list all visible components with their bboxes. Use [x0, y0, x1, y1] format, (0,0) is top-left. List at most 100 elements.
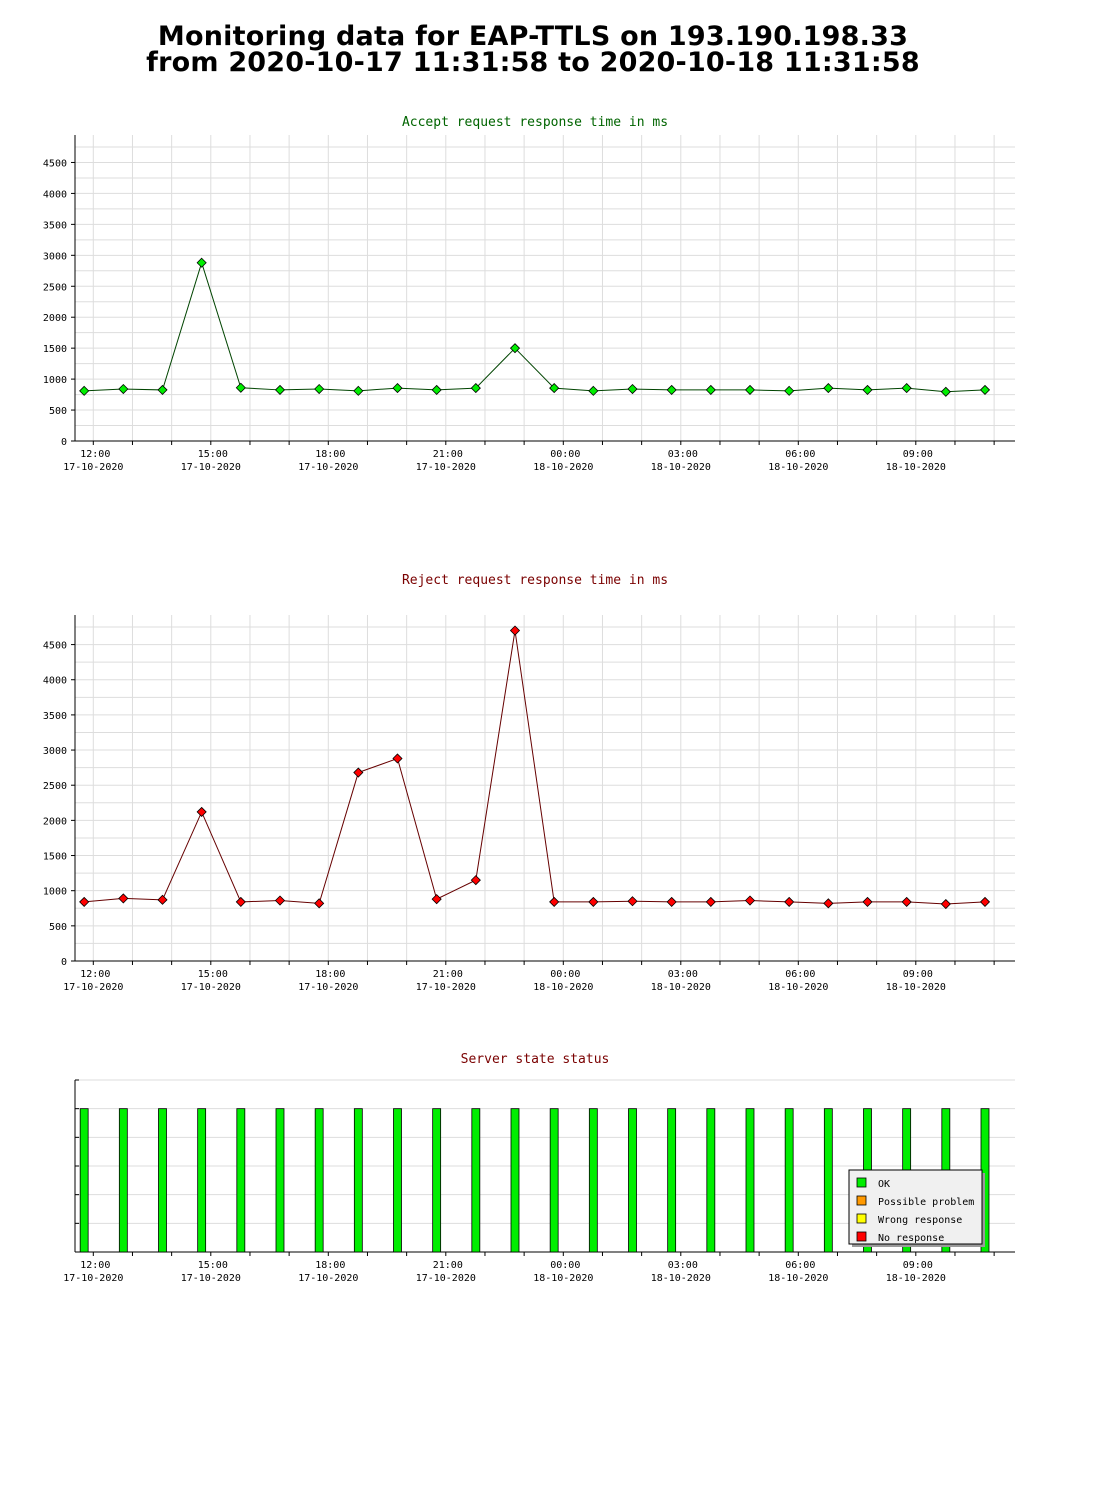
- accept-data-point: [627, 383, 638, 395]
- reject-y-tick-label: 1000: [43, 887, 67, 898]
- reject-y-tick-label: 2500: [43, 781, 67, 792]
- accept-data-point: [901, 383, 912, 394]
- reject-data-point: [901, 896, 912, 908]
- accept-data-point: [118, 383, 129, 395]
- accept-x-tick-time: 09:00: [903, 449, 933, 460]
- reject-x-tick-date: 18-10-2020: [533, 982, 593, 993]
- accept-y-tick-label: 0: [61, 437, 67, 448]
- accept-data-point: [588, 385, 599, 396]
- reject-x-tick-date: 18-10-2020: [886, 982, 946, 993]
- accept-series-line: [84, 261, 986, 393]
- reject-y-tick-label: 0: [61, 957, 67, 968]
- accept-y-tick-label: 4000: [43, 189, 67, 200]
- status-x-tick-time: 15:00: [198, 1260, 228, 1271]
- accept-x-tick-date: 17-10-2020: [416, 462, 476, 473]
- accept-x-tick-date: 18-10-2020: [651, 462, 711, 473]
- status-status-bar: [823, 1108, 833, 1253]
- accept-y-tick-label: 1000: [43, 375, 67, 386]
- accept-y-tick-label: 3000: [43, 251, 67, 262]
- reject-data-point: [79, 896, 90, 908]
- status-legend-swatch: [856, 1177, 867, 1188]
- reject-data-point: [509, 625, 521, 636]
- accept-x-tick-time: 15:00: [198, 449, 228, 460]
- reject-x-tick-time: 03:00: [668, 969, 698, 980]
- accept-data-point: [744, 384, 756, 396]
- accept-x-tick-date: 17-10-2020: [298, 462, 358, 473]
- accept-data-point: [940, 386, 951, 397]
- status-x-tick-date: 17-10-2020: [63, 1273, 123, 1284]
- accept-x-tick-time: 06:00: [785, 449, 815, 460]
- accept-x-tick-time: 18:00: [315, 449, 345, 460]
- accept-x-tick-time: 03:00: [668, 449, 698, 460]
- accept-data-point: [509, 343, 521, 354]
- status-status-bar: [745, 1108, 755, 1253]
- status-legend-label: Possible problem: [878, 1197, 974, 1208]
- status-status-bar: [118, 1108, 128, 1253]
- reject-x-tick-time: 12:00: [80, 969, 110, 980]
- status-status-bar: [667, 1108, 677, 1253]
- reject-data-point: [431, 894, 442, 905]
- reject-data-point: [274, 895, 286, 906]
- status-legend-swatch: [856, 1231, 867, 1242]
- reject-data-point: [940, 898, 951, 910]
- status-status-bar: [393, 1108, 402, 1253]
- status-status-bar: [314, 1108, 324, 1253]
- reject-data-point: [157, 894, 168, 905]
- accept-title: Accept request response time in ms: [402, 115, 668, 130]
- status-legend-label: No response: [878, 1233, 944, 1244]
- status-chart: Server state status 12:00 17-10-2020 15:00 1…: [63, 1052, 1015, 1284]
- accept-data-point: [157, 384, 168, 396]
- status-legend-swatch: [856, 1195, 867, 1206]
- reject-data-point: [666, 896, 677, 908]
- status-x-tick-time: 18:00: [315, 1260, 345, 1271]
- page-title-line-1: Monitoring data for EAP-TTLS on 193.190.…: [157, 21, 909, 52]
- status-legend-label: Wrong response: [878, 1215, 962, 1226]
- reject-y-tick-label: 500: [49, 922, 67, 933]
- accept-data-point: [353, 385, 364, 396]
- reject-x-tick-time: 09:00: [903, 969, 933, 980]
- status-status-bar: [706, 1108, 716, 1253]
- reject-data-point: [588, 896, 599, 908]
- status-x-tick-date: 17-10-2020: [298, 1273, 358, 1284]
- accept-x-tick-date: 17-10-2020: [181, 462, 241, 473]
- accept-data-point: [196, 257, 207, 268]
- reject-data-point: [549, 896, 560, 908]
- status-x-tick-time: 03:00: [668, 1260, 698, 1271]
- reject-x-tick-time: 18:00: [315, 969, 345, 980]
- accept-y-tick-label: 1500: [43, 344, 67, 355]
- status-status-bar: [588, 1108, 598, 1253]
- reject-y-tick-label: 3000: [43, 746, 67, 757]
- reject-data-point: [392, 753, 403, 764]
- accept-data-point: [431, 384, 442, 396]
- status-status-bar: [158, 1108, 167, 1253]
- status-x-tick-time: 09:00: [903, 1260, 933, 1271]
- status-status-bar: [197, 1108, 207, 1253]
- reject-x-tick-date: 17-10-2020: [416, 982, 476, 993]
- status-status-bar: [628, 1108, 637, 1253]
- reject-y-tick-label: 2000: [43, 816, 67, 827]
- reject-x-tick-time: 00:00: [550, 969, 580, 980]
- status-status-bar: [549, 1108, 559, 1253]
- accept-data-point: [392, 383, 403, 394]
- reject-x-tick-time: 15:00: [198, 969, 228, 980]
- reject-data-point: [979, 896, 991, 908]
- reject-data-point: [823, 898, 834, 909]
- accept-data-point: [784, 385, 795, 396]
- reject-series-line: [84, 630, 986, 905]
- accept-data-point: [274, 384, 286, 396]
- status-x-tick-time: 00:00: [550, 1260, 580, 1271]
- reject-x-tick-date: 17-10-2020: [298, 982, 358, 993]
- accept-chart: Accept request response time in ms 0 500 10…: [43, 115, 1015, 473]
- accept-y-tick-label: 4500: [43, 158, 67, 169]
- reject-x-tick-time: 06:00: [785, 969, 815, 980]
- accept-data-point: [979, 384, 991, 396]
- accept-x-tick-time: 21:00: [433, 449, 463, 460]
- reject-data-point: [470, 875, 481, 886]
- status-legend-swatch: [856, 1213, 867, 1224]
- status-x-tick-time: 06:00: [785, 1260, 815, 1271]
- status-x-tick-date: 17-10-2020: [181, 1273, 241, 1284]
- status-x-tick-date: 18-10-2020: [533, 1273, 593, 1284]
- reject-data-point: [353, 767, 364, 778]
- reject-y-tick-label: 4500: [43, 641, 67, 652]
- status-x-tick-time: 12:00: [80, 1260, 110, 1271]
